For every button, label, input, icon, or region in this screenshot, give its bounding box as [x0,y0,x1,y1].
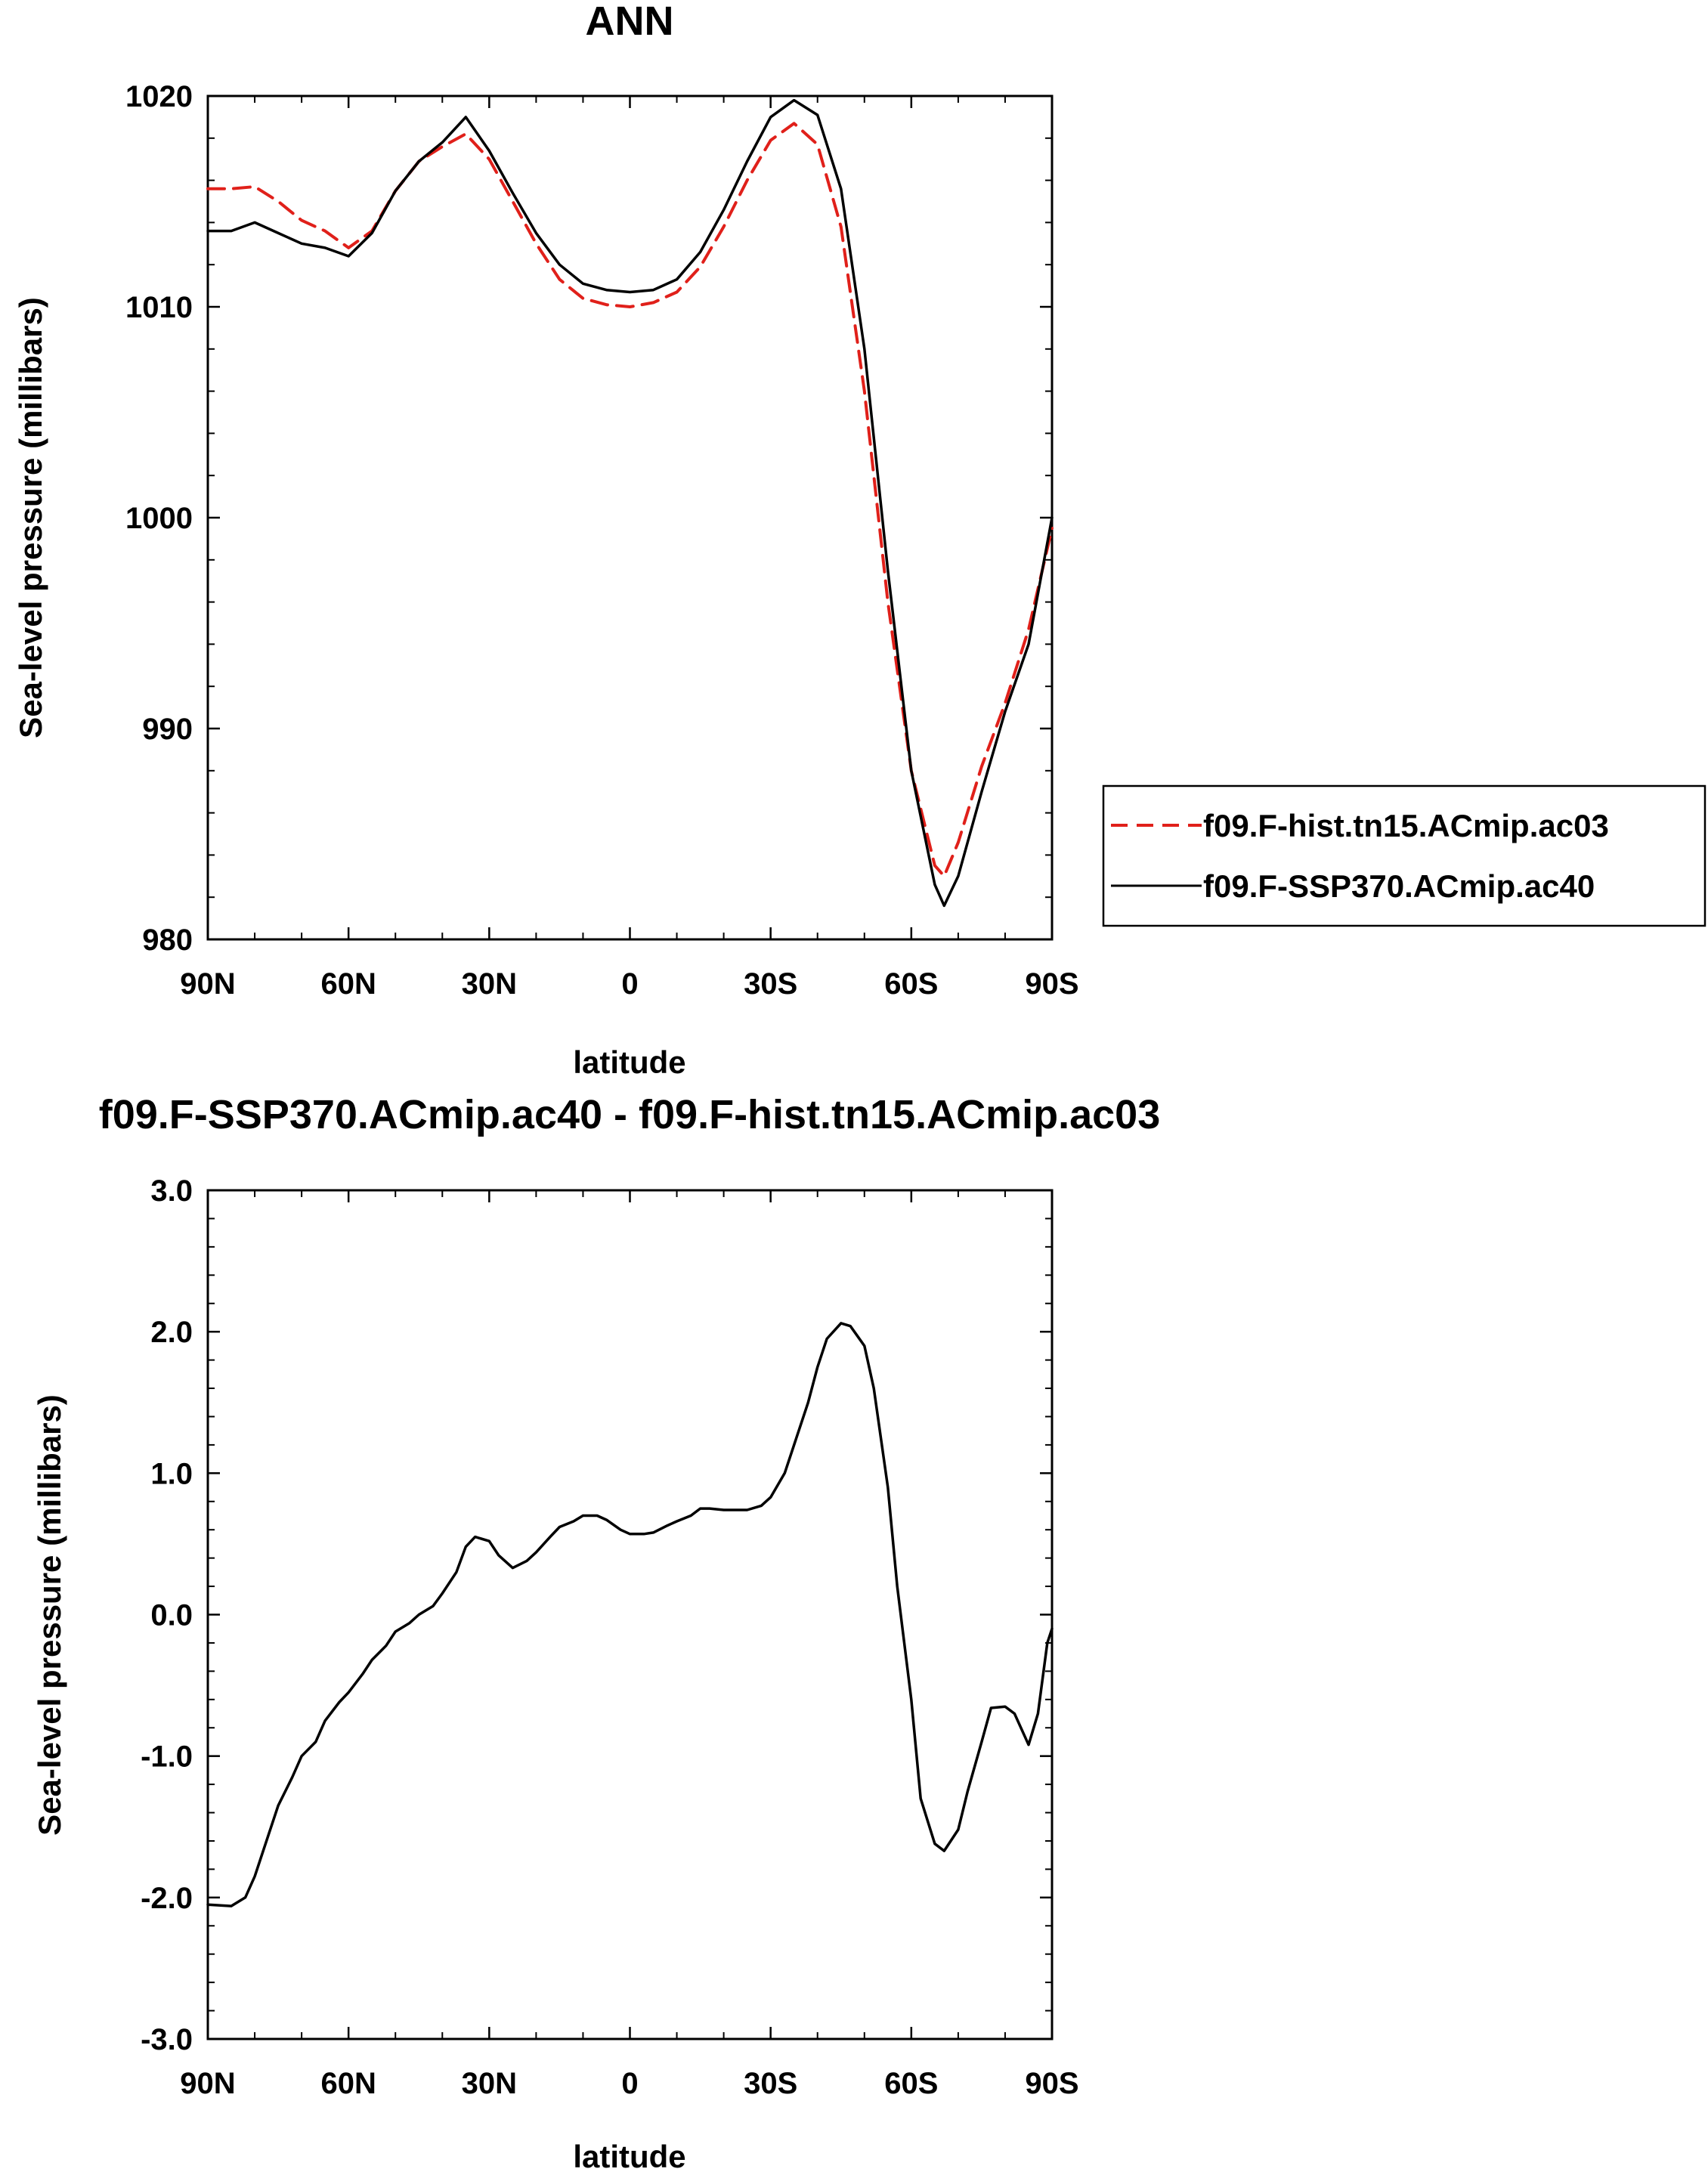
x-tick-label: 90N [180,2067,235,2100]
x-tick-label: 90S [1025,2067,1078,2100]
x-tick-label: 60N [320,967,376,1001]
y-tick-label: 1000 [125,502,193,535]
bottom-y-axis-label: Sea-level pressure (millibars) [32,1394,67,1836]
bottom-axis-ticks [206,1189,1054,2040]
x-tick-label: 60S [884,2067,938,2100]
y-tick-label: 1010 [125,291,193,324]
y-tick-label: 980 [142,924,193,957]
bottom-x-axis-label: latitude [573,2139,685,2174]
top-chart-title: ANN [586,0,674,44]
top-legend: f09.F-hist.tn15.ACmip.ac03 f09.F-SSP370.… [1102,784,1706,927]
x-tick-label: 30S [744,967,797,1001]
y-tick-label: -1.0 [141,1740,193,1774]
series-line-f09.F-SSP370.ACmip.ac40 [206,98,1054,908]
legend-box [1102,784,1706,927]
x-tick-label: 30N [462,2067,517,2100]
y-tick-label: 0.0 [150,1599,193,1632]
y-tick-label: 1.0 [150,1457,193,1490]
x-tick-label: 60S [884,967,938,1001]
top-x-tick-labels: 90N 60N 30N 0 30S 60S 90S [180,967,1078,1001]
series-line-f09.F-hist.tn15.ACmip.ac03 [206,122,1054,878]
bottom-chart: f09.F-SSP370.ACmip.ac40 - f09.F-hist.tn1… [32,1092,1160,2174]
top-y-axis-label: Sea-level pressure (millibars) [13,297,48,738]
top-x-axis-label: latitude [573,1044,685,1080]
x-tick-label: 90N [180,967,235,1001]
bottom-series-group [206,1322,1054,1907]
legend-label-ssp370: f09.F-SSP370.ACmip.ac40 [1203,868,1595,904]
y-tick-label: 2.0 [150,1316,193,1349]
top-series-group [206,98,1054,908]
top-y-tick-labels: 980 990 1000 1010 1020 [125,80,193,957]
legend-label-hist: f09.F-hist.tn15.ACmip.ac03 [1203,808,1609,843]
bottom-x-tick-labels: 90N 60N 30N 0 30S 60S 90S [180,2067,1078,2100]
bottom-y-tick-labels: -3.0 -2.0 -1.0 0.0 1.0 2.0 3.0 [141,1174,193,2056]
x-tick-label: 90S [1025,967,1078,1001]
x-tick-label: 0 [621,967,638,1001]
y-tick-label: 990 [142,713,193,746]
x-tick-label: 60N [320,2067,376,2100]
bottom-chart-title: f09.F-SSP370.ACmip.ac40 - f09.F-hist.tn1… [99,1092,1160,1137]
y-tick-label: -2.0 [141,1882,193,1915]
top-axis-ticks [206,94,1054,941]
x-tick-label: 30S [744,2067,797,2100]
x-tick-label: 0 [621,2067,638,2100]
x-tick-label: 30N [462,967,517,1001]
y-tick-label: -3.0 [141,2023,193,2056]
y-tick-label: 1020 [125,80,193,113]
y-tick-label: 3.0 [150,1174,193,1208]
series-line-series-0 [206,1322,1054,1907]
